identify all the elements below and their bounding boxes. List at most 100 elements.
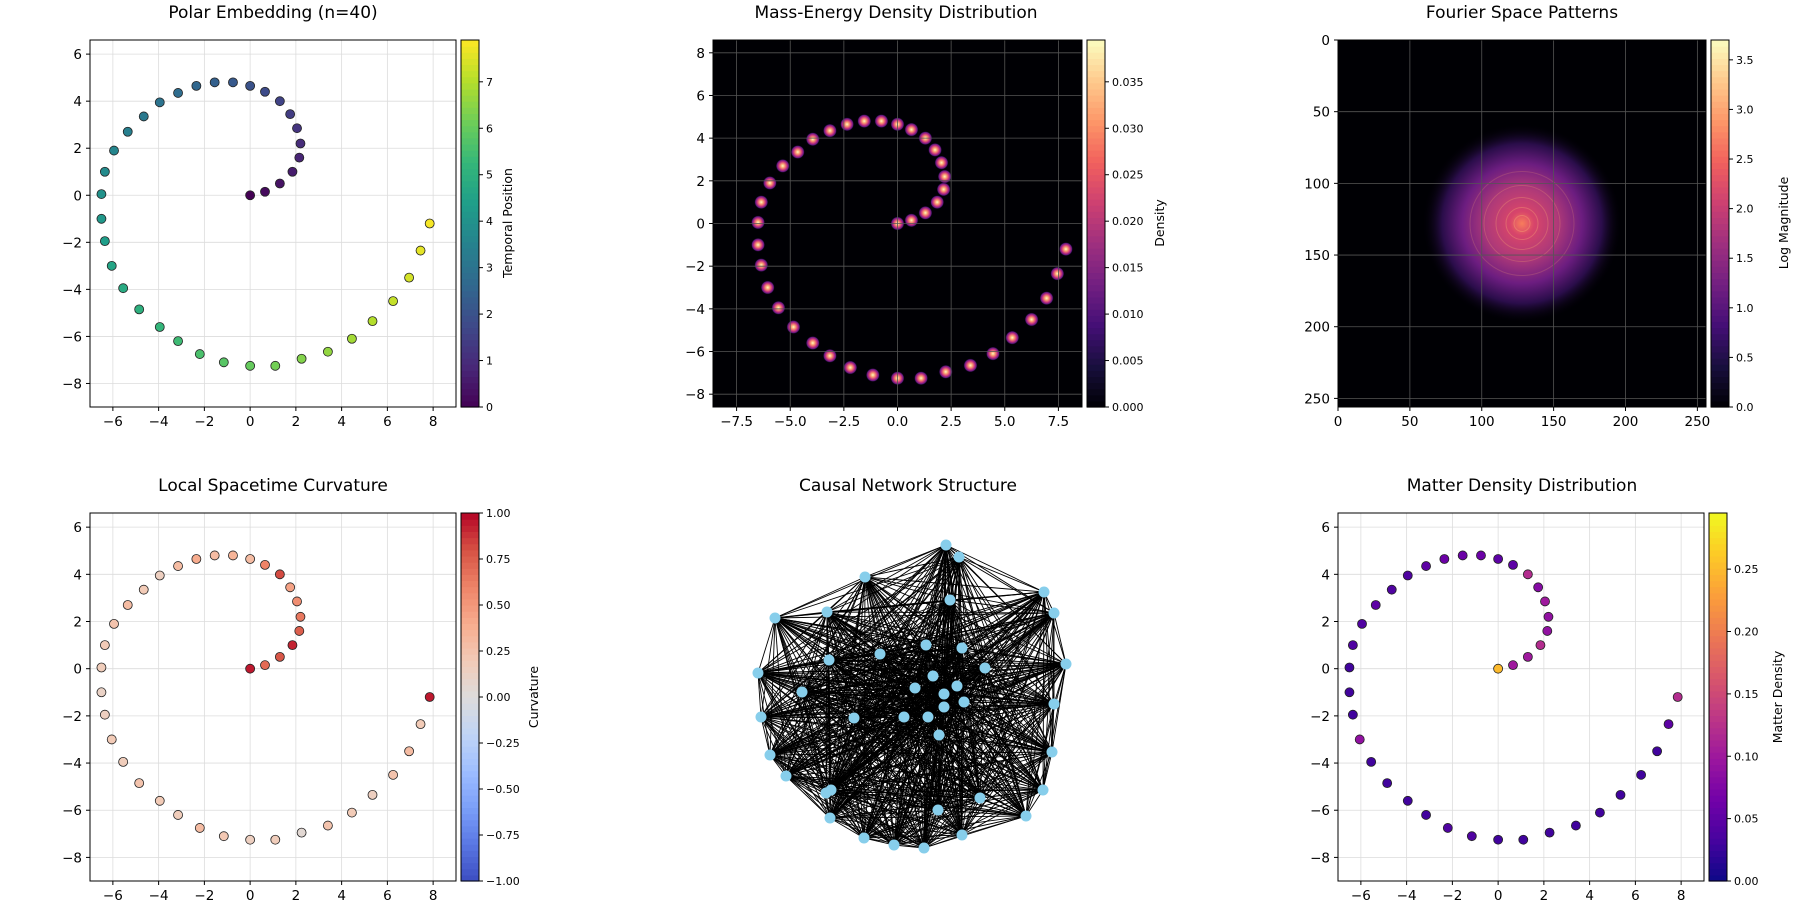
network-node	[940, 539, 952, 551]
colorbar-segment	[461, 709, 479, 716]
network-node	[932, 804, 944, 816]
colorbar-tick-label: 0.010	[1112, 308, 1144, 321]
data-point	[347, 807, 357, 818]
colorbar-segment	[1711, 70, 1729, 78]
data-point	[294, 152, 305, 163]
y-tick-label: 50	[1313, 105, 1330, 121]
network-edge	[830, 789, 939, 811]
colorbar-segment	[1087, 333, 1105, 341]
colorbar-segment	[1709, 660, 1727, 667]
network-edge	[893, 685, 958, 846]
data-point	[138, 584, 149, 595]
colorbar-segment	[461, 715, 479, 723]
colorbar-segment	[461, 721, 479, 729]
network-edge	[785, 687, 916, 777]
network-edge	[801, 653, 881, 693]
network-edge	[785, 775, 939, 811]
network-edge	[760, 706, 945, 718]
data-point	[228, 77, 238, 88]
data-point	[154, 795, 165, 806]
x-tick-label: −4	[149, 414, 169, 430]
colorbar-segment	[1711, 180, 1729, 188]
data-point	[109, 618, 119, 629]
colorbar-segment	[461, 180, 479, 188]
data-point	[424, 692, 435, 702]
colorbar-segment	[461, 382, 479, 390]
colorbar-tick-label: 0.50	[486, 599, 511, 612]
x-tick-label: 6	[383, 888, 392, 900]
colorbar-segment	[1709, 782, 1727, 790]
colorbar-segment	[1709, 850, 1727, 858]
colorbar-segment	[461, 697, 479, 704]
y-tick-label: −6	[1310, 803, 1330, 819]
colorbar-segment	[1711, 229, 1729, 237]
colorbar-tick-label: 5	[486, 169, 493, 182]
y-tick-label: −8	[62, 376, 82, 392]
colorbar-segment	[1711, 174, 1729, 182]
network-edge	[949, 599, 1044, 791]
chart-title: Local Spacetime Curvature	[158, 476, 388, 496]
colorbar-segment	[1087, 321, 1105, 329]
colorbar-segment	[1709, 678, 1727, 686]
colorbar-segment	[1711, 382, 1729, 390]
network-edge	[769, 754, 963, 836]
density-blob	[857, 114, 872, 129]
panel-matter-density: Matter Density Distribution −6 −4 −2 0 2 4 6 8 …	[1310, 476, 1785, 900]
network-edge	[829, 647, 963, 819]
network-edge	[769, 644, 927, 756]
colorbar-segment	[1087, 113, 1105, 121]
colorbar-segment	[1709, 703, 1727, 710]
network-edge	[785, 775, 832, 791]
x-tick-label: 150	[1541, 414, 1567, 430]
network-edge	[769, 754, 831, 819]
data-point	[245, 554, 256, 564]
y-tick-label: 100	[1304, 176, 1330, 192]
data-point	[1357, 618, 1367, 629]
panel-causal-network: Causal Network Structure	[752, 476, 1072, 854]
colorbar-segment	[1087, 266, 1105, 274]
data-point	[96, 189, 107, 199]
data-point	[245, 360, 256, 371]
colorbar-segment	[461, 672, 479, 680]
colorbar-segment	[1709, 727, 1727, 735]
data-point	[1522, 569, 1533, 580]
network-edge	[914, 644, 927, 689]
colorbar-segment	[461, 199, 479, 206]
y-tick-label: 8	[696, 46, 705, 62]
network-edge	[825, 653, 881, 794]
y-ticks: −8 −6 −4 −2 0 2 4 6	[1310, 520, 1338, 866]
colorbar-segment	[1711, 235, 1729, 243]
plot-frame	[89, 39, 457, 408]
spectrum-ring	[1505, 207, 1539, 240]
network-edge	[893, 809, 939, 846]
y-tick-label: 250	[1304, 391, 1330, 407]
colorbar-segment	[461, 247, 479, 255]
colorbar-segment	[1711, 260, 1729, 267]
data-point	[388, 296, 398, 307]
y-tick-label: −6	[62, 803, 82, 819]
network-edge	[774, 617, 1055, 705]
data-point	[1421, 810, 1431, 820]
x-tick-label: 2	[292, 888, 301, 900]
colorbar-segment	[1087, 229, 1105, 237]
y-tick-label: −8	[685, 387, 705, 403]
network-node	[953, 551, 965, 563]
x-tick-label: 250	[1684, 414, 1710, 430]
data-point	[1457, 550, 1468, 561]
data-point	[1370, 600, 1381, 610]
colorbar-segment	[461, 678, 479, 686]
density-blob	[1050, 266, 1065, 281]
data-point	[96, 662, 107, 673]
data-point	[173, 810, 183, 820]
network-edge	[893, 706, 945, 846]
network-edge	[956, 685, 1053, 753]
x-tick-label: 0	[246, 414, 255, 430]
x-tick-label: −5.0	[774, 414, 807, 430]
data-point	[194, 823, 205, 833]
x-tick-label: 8	[1677, 888, 1686, 900]
density-blob	[934, 155, 949, 170]
y-tick-label: −8	[1310, 850, 1330, 866]
data-point	[1540, 596, 1550, 607]
data-point	[1544, 827, 1555, 838]
x-tick-label: 8	[429, 414, 438, 430]
